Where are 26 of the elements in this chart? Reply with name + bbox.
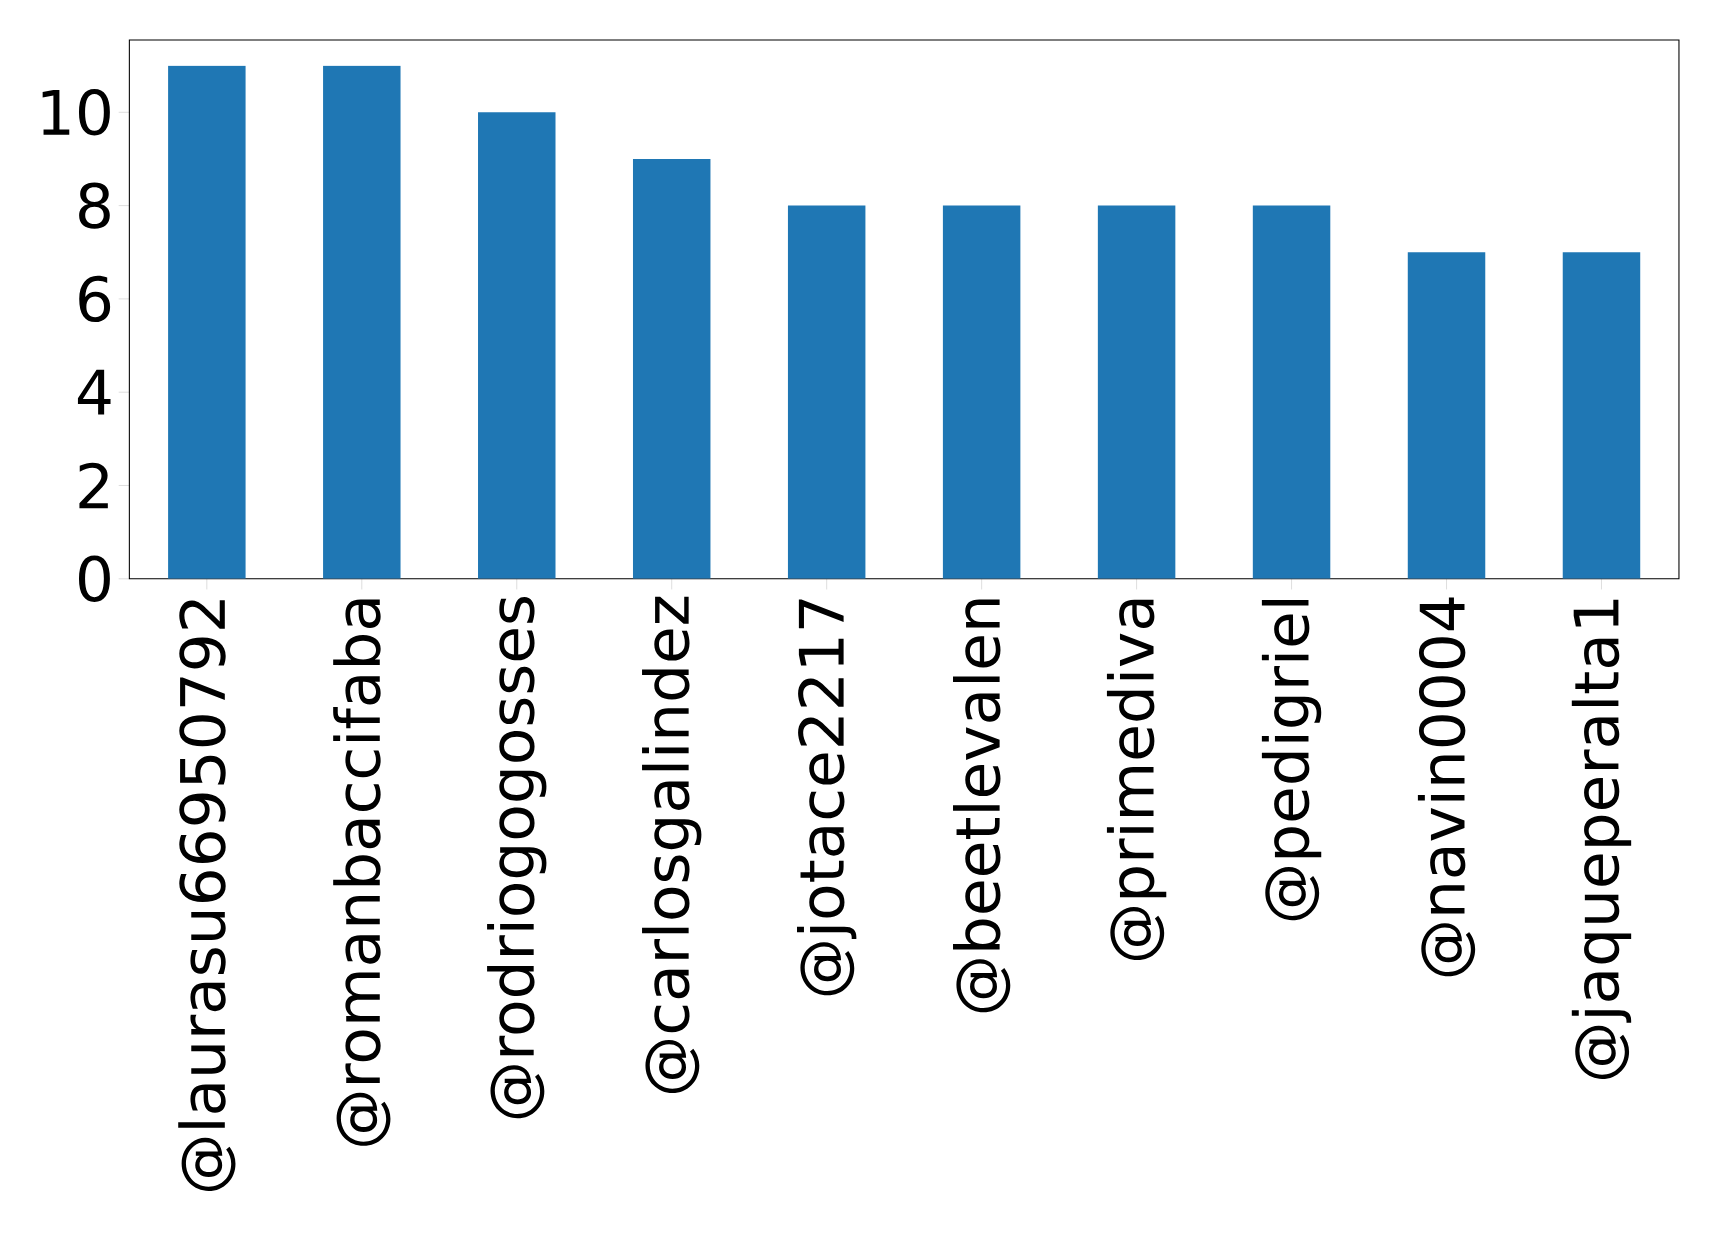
x-tick-label: @beetlevalen (953, 599, 1011, 1013)
bar (1407, 252, 1486, 579)
y-tick-label: 0 (78, 555, 110, 602)
x-tick-label: @jaqueperalta1 (1571, 599, 1632, 1079)
bar (1562, 252, 1641, 579)
x-tick-label: @rodriogogosses (487, 596, 547, 1119)
bar (942, 205, 1021, 579)
bar (323, 65, 401, 579)
x-tick-label: @pedigriel (1261, 599, 1322, 921)
y-tick-label: 6 (79, 275, 111, 322)
x-tick-label: @jotace2217 (797, 599, 857, 996)
x-tick-label: @laurasu66950792 (178, 600, 236, 1191)
bar (787, 205, 866, 579)
x-tick-label: @carlosgalindez (642, 596, 702, 1093)
bar (632, 158, 711, 579)
y-tick-label: 4 (77, 369, 111, 415)
x-tick-label: @navin0004 (1417, 597, 1476, 977)
y-tick-label: 10 (42, 88, 110, 136)
x-tick-label: @romanbaccifaba (333, 599, 391, 1146)
bar (478, 112, 556, 579)
y-tick-label: 2 (79, 462, 108, 509)
x-tick-label: @primediva (1106, 599, 1167, 960)
bar (168, 65, 246, 579)
y-tick-label: 8 (79, 182, 110, 229)
bar (1252, 205, 1331, 579)
bar (1097, 205, 1176, 579)
